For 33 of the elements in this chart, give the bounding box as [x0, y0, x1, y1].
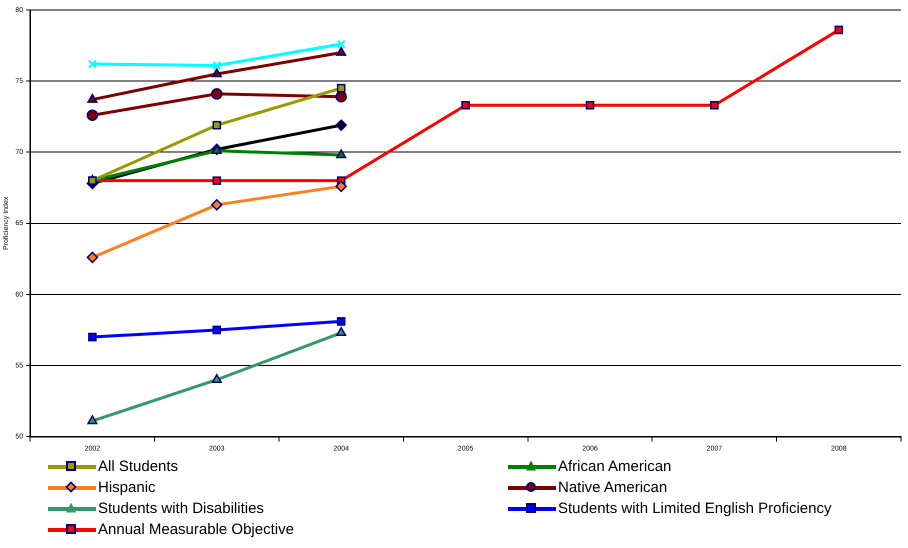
point [211, 88, 223, 100]
point [335, 119, 347, 131]
point [461, 100, 470, 110]
point [87, 415, 98, 424]
point [336, 327, 346, 336]
point [212, 374, 222, 383]
point [86, 109, 98, 121]
point [710, 100, 719, 110]
point [336, 40, 346, 49]
point [212, 60, 222, 70]
legend-label: Annual Measurable Objective [98, 521, 294, 538]
point [336, 46, 346, 56]
point [335, 180, 347, 192]
point [212, 68, 222, 78]
legend-label: Hispanic [98, 479, 156, 496]
legend-label: Students with Disabilities [98, 500, 264, 517]
point [211, 199, 223, 211]
point [336, 149, 346, 158]
point [212, 176, 222, 185]
point [586, 100, 594, 110]
point [336, 317, 346, 326]
point [88, 332, 97, 342]
point [87, 94, 98, 103]
point [336, 84, 346, 92]
legend-label: Native American [558, 479, 668, 496]
legend-label: African American [558, 458, 672, 475]
point [212, 120, 222, 130]
legend-label: Students with Limited English Proficiency [558, 500, 832, 517]
point [834, 26, 844, 34]
legend-label: All Students [98, 458, 178, 475]
point [86, 252, 98, 264]
point [88, 60, 97, 69]
point [212, 326, 222, 334]
